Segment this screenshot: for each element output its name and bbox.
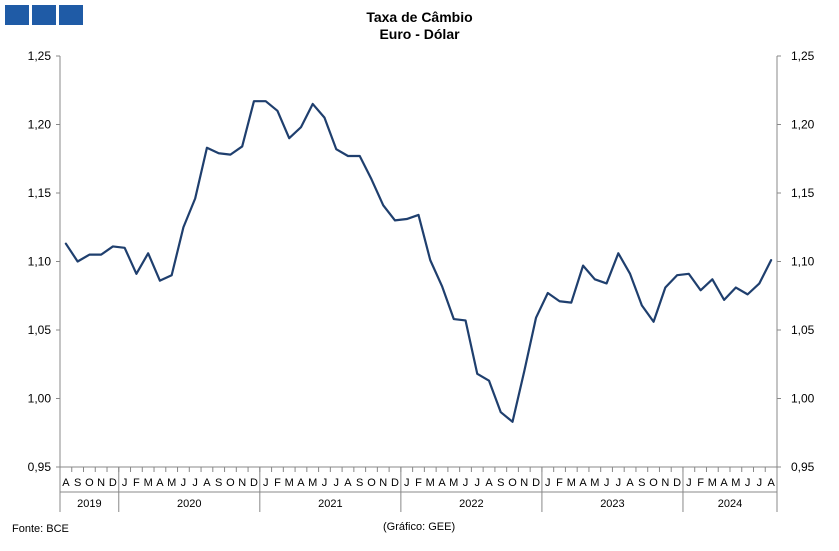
month-label: A: [579, 477, 587, 489]
month-label: A: [626, 477, 634, 489]
year-label: 2023: [600, 498, 624, 510]
month-label: S: [497, 477, 504, 489]
logo-square-1: [5, 5, 29, 25]
month-label: D: [673, 477, 681, 489]
chart-subtitle: Euro - Dólar: [379, 26, 460, 42]
month-label: D: [109, 477, 117, 489]
logo-square-3: [59, 5, 83, 25]
month-label: N: [520, 477, 528, 489]
month-label: O: [508, 477, 517, 489]
month-label: A: [438, 477, 446, 489]
year-label: 2021: [318, 498, 342, 510]
month-label: J: [757, 477, 763, 489]
y-tick-label-left: 0,95: [28, 460, 52, 474]
month-label: M: [731, 477, 740, 489]
month-label: N: [661, 477, 669, 489]
month-label: A: [156, 477, 164, 489]
source-note: Fonte: BCE: [12, 523, 69, 535]
month-label: M: [590, 477, 599, 489]
chart-title: Taxa de Câmbio: [366, 9, 473, 25]
month-label: S: [356, 477, 363, 489]
month-label: M: [708, 477, 717, 489]
y-tick-label-right: 0,95: [791, 460, 815, 474]
month-label: F: [556, 477, 563, 489]
month-label: J: [122, 477, 128, 489]
series-group: [64, 100, 773, 423]
month-label: N: [379, 477, 387, 489]
month-label: A: [297, 477, 305, 489]
month-label: F: [133, 477, 140, 489]
month-label: J: [263, 477, 269, 489]
month-label: M: [449, 477, 458, 489]
y-tick-label-right: 1,10: [791, 255, 815, 269]
month-label: N: [238, 477, 246, 489]
y-tick-label-right: 1,00: [791, 392, 815, 406]
y-tick-label-right: 1,15: [791, 186, 815, 200]
month-label: M: [144, 477, 153, 489]
logo-square-2: [32, 5, 56, 25]
y-tick-label-left: 1,10: [28, 255, 52, 269]
month-label: J: [192, 477, 198, 489]
month-label: J: [686, 477, 692, 489]
month-label: O: [226, 477, 235, 489]
chart-title-block: Taxa de Câmbio Euro - Dólar: [0, 9, 839, 43]
month-label: S: [638, 477, 645, 489]
year-label: 2019: [77, 498, 101, 510]
y-tick-label-left: 1,05: [28, 323, 52, 337]
month-label: S: [74, 477, 81, 489]
year-label: 2024: [718, 498, 742, 510]
chart-credit: (Gráfico: GEE): [383, 521, 456, 533]
month-label: A: [767, 477, 775, 489]
y-tick-label-right: 1,05: [791, 323, 815, 337]
month-label: J: [745, 477, 751, 489]
month-label: J: [545, 477, 551, 489]
month-label: M: [285, 477, 294, 489]
month-label: S: [215, 477, 222, 489]
month-label: A: [62, 477, 70, 489]
month-label: M: [167, 477, 176, 489]
chart-axes: [59, 56, 778, 512]
y-tick-label-left: 1,25: [28, 49, 52, 63]
month-label: J: [404, 477, 410, 489]
month-label: J: [322, 477, 328, 489]
month-label: O: [367, 477, 376, 489]
month-label: M: [567, 477, 576, 489]
month-label: D: [532, 477, 540, 489]
month-label: F: [274, 477, 281, 489]
month-label: D: [250, 477, 258, 489]
month-label: N: [97, 477, 105, 489]
month-label: A: [720, 477, 728, 489]
y-axis-right-labels: 0,95 1,00 1,05 1,10 1,15 1,20 1,25: [777, 49, 815, 474]
series-line: [64, 100, 773, 423]
year-label: 2022: [459, 498, 483, 510]
month-label: J: [463, 477, 469, 489]
y-axis-left-labels: 0,95 1,00 1,05 1,10 1,15 1,20 1,25: [28, 49, 60, 474]
year-label: 2020: [177, 498, 201, 510]
logo: [5, 5, 83, 25]
y-tick-label-left: 1,15: [28, 186, 52, 200]
month-label: M: [426, 477, 435, 489]
y-tick-label-left: 1,20: [28, 118, 52, 132]
month-label: A: [485, 477, 493, 489]
month-label: O: [85, 477, 94, 489]
month-label: J: [604, 477, 610, 489]
month-label: F: [697, 477, 704, 489]
month-label: A: [344, 477, 352, 489]
y-tick-label-left: 1,00: [28, 392, 52, 406]
month-label: F: [415, 477, 422, 489]
month-label: A: [203, 477, 211, 489]
month-label: D: [391, 477, 399, 489]
month-label: J: [333, 477, 339, 489]
month-label: J: [181, 477, 187, 489]
y-tick-label-right: 1,20: [791, 118, 815, 132]
month-label: J: [475, 477, 481, 489]
month-label: O: [649, 477, 658, 489]
y-tick-label-right: 1,25: [791, 49, 815, 63]
month-label: J: [616, 477, 622, 489]
x-axis-year-labels: 2019 2020 2021 2022 2023 2024: [77, 467, 742, 512]
month-label: M: [308, 477, 317, 489]
